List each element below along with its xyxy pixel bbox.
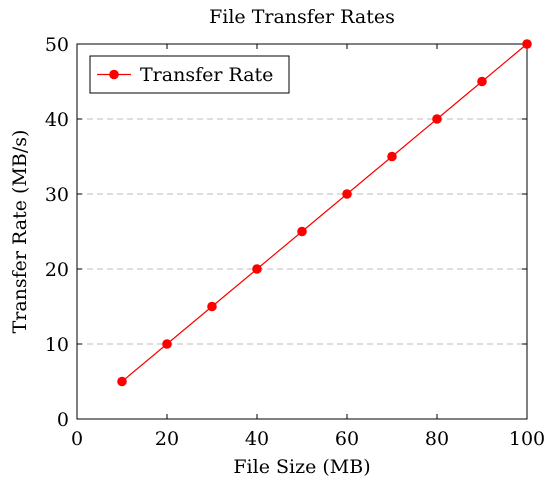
grid-lines — [77, 118, 527, 345]
y-tick-label: 30 — [45, 184, 69, 206]
x-axis-label: File Size (MB) — [233, 456, 370, 478]
x-tick-label: 40 — [245, 428, 269, 450]
y-tick-label: 40 — [45, 109, 69, 131]
y-tick-label: 10 — [45, 334, 69, 356]
data-point — [162, 339, 172, 349]
legend-marker-swatch — [109, 69, 119, 80]
series-line — [121, 43, 528, 382]
data-point — [117, 376, 127, 387]
y-tick-label: 20 — [45, 259, 69, 281]
legend-label: Transfer Rate — [140, 64, 273, 86]
data-point — [477, 76, 487, 87]
data-point — [297, 226, 307, 237]
x-tick-label: 100 — [509, 428, 545, 450]
legend: Transfer Rate — [89, 55, 290, 94]
y-axis-label: Transfer Rate (MB/s) — [9, 130, 31, 334]
data-point — [252, 264, 262, 274]
x-tick-label: 60 — [335, 428, 359, 450]
data-point — [387, 151, 397, 162]
plot-area-frame — [76, 43, 528, 420]
x-tick-labels: 0 20 40 60 80 100 — [71, 428, 545, 450]
data-point — [432, 114, 442, 124]
data-point — [207, 301, 217, 312]
y-tick-label: 0 — [57, 409, 69, 431]
y-tick-label: 50 — [45, 34, 69, 56]
x-tick-label: 0 — [71, 428, 83, 450]
data-point — [342, 189, 352, 199]
data-point — [522, 39, 532, 49]
chart-title: File Transfer Rates — [209, 6, 395, 28]
y-tick-labels: 0 10 20 30 40 50 — [45, 34, 69, 431]
x-tick-label: 80 — [425, 428, 449, 450]
x-tick-label: 20 — [155, 428, 179, 450]
series-layer — [117, 39, 532, 387]
